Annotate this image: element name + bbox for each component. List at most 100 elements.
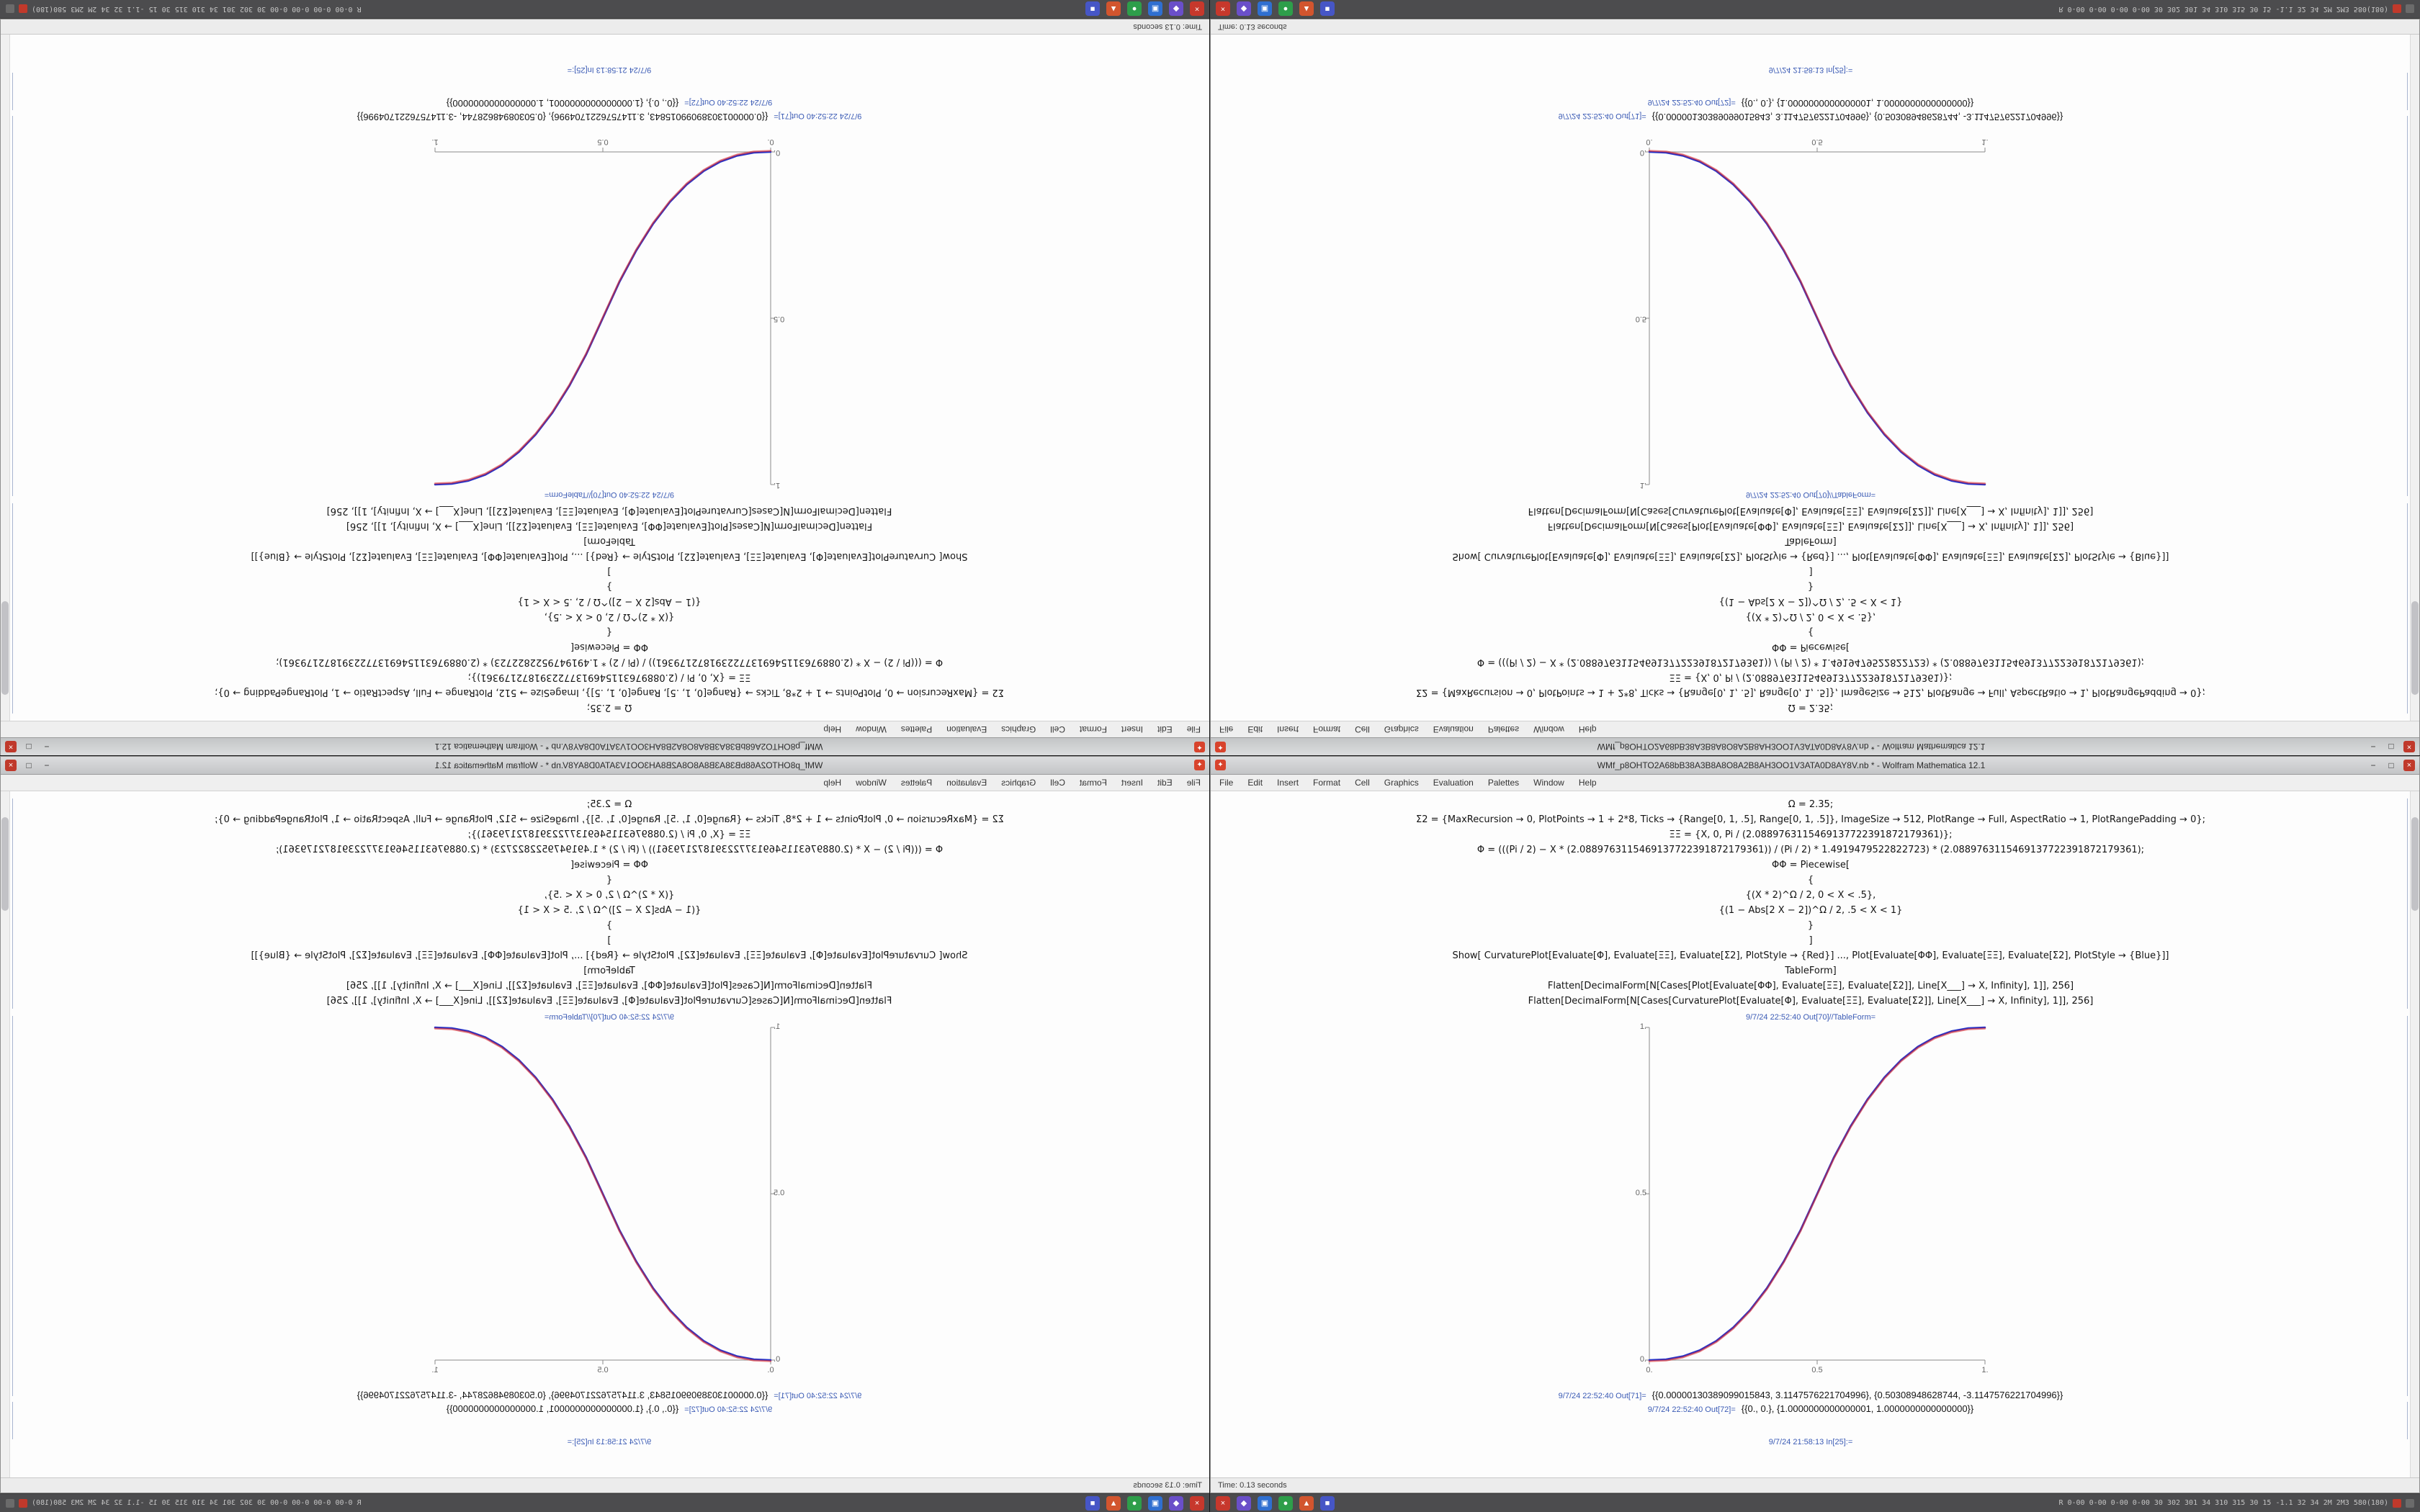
code-line[interactable]: } xyxy=(1807,920,1814,931)
maximize-button[interactable]: □ xyxy=(26,742,32,752)
menu-edit[interactable]: Edit xyxy=(1157,724,1173,734)
menu-cell[interactable]: Cell xyxy=(1050,778,1065,788)
code-line[interactable]: {(1 − Abs[2 X − 2])^Ω / 2, .5 < X < 1} xyxy=(517,596,702,607)
cell-bracket[interactable] xyxy=(2407,798,2408,1009)
menu-graphics[interactable]: Graphics xyxy=(1384,778,1419,788)
taskbar-app-indigo-icon[interactable]: ■ xyxy=(1085,1,1100,17)
code-line[interactable]: TableForm] xyxy=(583,536,635,546)
maximize-button[interactable]: □ xyxy=(2388,742,2394,752)
code-line[interactable]: } xyxy=(606,581,613,592)
taskbar-app-green-icon[interactable]: ● xyxy=(1278,1,1293,17)
code-line[interactable]: {(X * 2)^Ω / 2, 0 < X < .5}, xyxy=(544,611,675,622)
code-line[interactable]: Flatten[DecimalForm[N[Cases[CurvaturePlo… xyxy=(326,996,892,1007)
code-line[interactable]: Flatten[DecimalForm[N[Cases[Plot[Evaluat… xyxy=(346,981,873,991)
code-line[interactable]: Flatten[DecimalForm[N[Cases[CurvaturePlo… xyxy=(1528,996,2094,1007)
taskbar-app-violet-icon[interactable]: ◆ xyxy=(1237,1,1251,17)
code-line[interactable]: {(1 − Abs[2 X − 2])^Ω / 2, .5 < X < 1} xyxy=(517,905,702,916)
vertical-scrollbar[interactable] xyxy=(1,35,10,721)
menu-help[interactable]: Help xyxy=(823,778,842,788)
taskbar-app-orange-icon[interactable]: ▲ xyxy=(1106,1,1121,17)
code-line[interactable]: ΞΞ = {X, 0, Pi / (2.08897631154691377223… xyxy=(467,672,751,683)
taskbar-app-violet-icon[interactable]: ◆ xyxy=(1237,1495,1251,1511)
code-line[interactable]: Ω = 2.35; xyxy=(586,799,632,810)
menu-format[interactable]: Format xyxy=(1079,778,1107,788)
taskbar-app-red-icon[interactable]: × xyxy=(1190,1,1204,17)
taskbar-indicator-red-icon[interactable] xyxy=(19,1498,27,1508)
code-line[interactable]: ΞΞ = {X, 0, Pi / (2.08897631154691377223… xyxy=(1669,829,1953,840)
code-line[interactable]: Ω = 2.35; xyxy=(1788,702,1834,713)
code-line[interactable]: Flatten[DecimalForm[N[Cases[Plot[Evaluat… xyxy=(1547,521,2074,531)
cell-bracket[interactable] xyxy=(2407,1402,2408,1439)
code-line[interactable]: ] xyxy=(1809,935,1813,946)
menu-evaluation[interactable]: Evaluation xyxy=(946,778,987,788)
taskbar-indicator-gray-icon[interactable] xyxy=(6,1498,14,1508)
code-line[interactable]: TableForm] xyxy=(583,966,635,976)
vertical-scrollbar[interactable] xyxy=(1,791,10,1477)
menu-format[interactable]: Format xyxy=(1079,724,1107,734)
taskbar-indicator-red-icon[interactable] xyxy=(19,4,27,14)
taskbar-app-blue-icon[interactable]: ▣ xyxy=(1148,1,1162,17)
taskbar-app-orange-icon[interactable]: ▲ xyxy=(1299,1495,1314,1511)
menu-file[interactable]: File xyxy=(1186,724,1201,734)
menu-palettes[interactable]: Palettes xyxy=(1487,778,1520,788)
vertical-scrollbar[interactable] xyxy=(2410,35,2419,721)
maximize-button[interactable]: □ xyxy=(26,760,32,770)
menu-cell[interactable]: Cell xyxy=(1355,724,1370,734)
code-line[interactable]: { xyxy=(606,626,613,637)
taskbar-app-red-icon[interactable]: × xyxy=(1216,1,1230,17)
menu-graphics[interactable]: Graphics xyxy=(1001,724,1036,734)
cell-bracket[interactable] xyxy=(12,1016,13,1396)
window-titlebar[interactable]: ✦ WMf_p8OHTO2A68bB38A3B8A8O8A2B8AH3OO1V3… xyxy=(1,737,1209,755)
code-line[interactable]: TableForm] xyxy=(1785,536,1837,546)
menu-cell[interactable]: Cell xyxy=(1050,724,1065,734)
code-line[interactable]: ΞΞ = {X, 0, Pi / (2.08897631154691377223… xyxy=(467,829,751,840)
code-line[interactable]: ] xyxy=(607,935,611,946)
cell-bracket[interactable] xyxy=(2407,116,2408,496)
taskbar-app-green-icon[interactable]: ● xyxy=(1127,1,1142,17)
menu-window[interactable]: Window xyxy=(856,724,887,734)
menu-insert[interactable]: Insert xyxy=(1277,778,1299,788)
code-line[interactable]: Σ2 = {MaxRecursion → 0, PlotPoints → 1 +… xyxy=(215,814,1004,825)
code-line[interactable]: Flatten[DecimalForm[N[Cases[CurvaturePlo… xyxy=(326,505,892,516)
code-line[interactable]: Σ2 = {MaxRecursion → 0, PlotPoints → 1 +… xyxy=(1416,814,2205,825)
code-line[interactable]: } xyxy=(606,920,613,931)
function-plot[interactable]: 1. 0.5 0. 0. 0.5 1. xyxy=(426,1022,792,1385)
function-plot[interactable]: 1. 0.5 0. 0. 0.5 1. xyxy=(1628,1022,1994,1385)
code-line[interactable]: Ω = 2.35; xyxy=(586,702,632,713)
menu-palettes[interactable]: Palettes xyxy=(1487,724,1520,734)
code-line[interactable]: ΦΦ = Piecewise[ xyxy=(1771,642,1850,652)
taskbar-app-indigo-icon[interactable]: ■ xyxy=(1320,1,1335,17)
taskbar-app-blue-icon[interactable]: ▣ xyxy=(1258,1,1272,17)
code-line[interactable]: {(X * 2)^Ω / 2, 0 < X < .5}, xyxy=(1745,611,1876,622)
taskbar-app-red-icon[interactable]: × xyxy=(1190,1495,1204,1511)
code-line[interactable]: { xyxy=(1807,626,1814,637)
menu-file[interactable]: File xyxy=(1219,724,1234,734)
code-line[interactable]: Show[ CurvaturePlot[Evaluate[Φ], Evaluat… xyxy=(1452,551,2169,562)
close-button[interactable]: × xyxy=(2403,741,2415,752)
menu-help[interactable]: Help xyxy=(1578,724,1597,734)
minimize-button[interactable]: − xyxy=(44,742,50,752)
menu-help[interactable]: Help xyxy=(823,724,842,734)
close-button[interactable]: × xyxy=(5,741,17,752)
code-line[interactable]: Show[ CurvaturePlot[Evaluate[Φ], Evaluat… xyxy=(1452,950,2169,961)
code-line[interactable]: {(1 − Abs[2 X − 2])^Ω / 2, .5 < X < 1} xyxy=(1718,596,1903,607)
cell-bracket[interactable] xyxy=(2407,503,2408,714)
taskbar-app-orange-icon[interactable]: ▲ xyxy=(1299,1,1314,17)
code-line[interactable]: Show[ CurvaturePlot[Evaluate[Φ], Evaluat… xyxy=(251,551,968,562)
code-line[interactable]: Φ = (((Pi / 2) − X * (2.0889763115469137… xyxy=(275,845,944,855)
menu-window[interactable]: Window xyxy=(1533,724,1564,734)
scrollbar-thumb[interactable] xyxy=(2411,601,2419,695)
scrollbar-thumb[interactable] xyxy=(1,601,9,695)
code-line[interactable]: ΦΦ = Piecewise[ xyxy=(570,642,649,652)
menu-graphics[interactable]: Graphics xyxy=(1384,724,1419,734)
scrollbar-thumb[interactable] xyxy=(1,817,9,911)
code-line[interactable]: ] xyxy=(607,566,611,577)
code-line[interactable]: ΦΦ = Piecewise[ xyxy=(570,860,649,870)
taskbar-indicator-gray-icon[interactable] xyxy=(2406,1498,2414,1508)
code-line[interactable]: Φ = (((Pi / 2) − X * (2.0889763115469137… xyxy=(275,657,944,667)
menu-edit[interactable]: Edit xyxy=(1247,724,1263,734)
scrollbar-thumb[interactable] xyxy=(2411,817,2419,911)
taskbar-app-violet-icon[interactable]: ◆ xyxy=(1169,1495,1183,1511)
menu-insert[interactable]: Insert xyxy=(1121,724,1143,734)
code-line[interactable]: { xyxy=(1807,875,1814,886)
